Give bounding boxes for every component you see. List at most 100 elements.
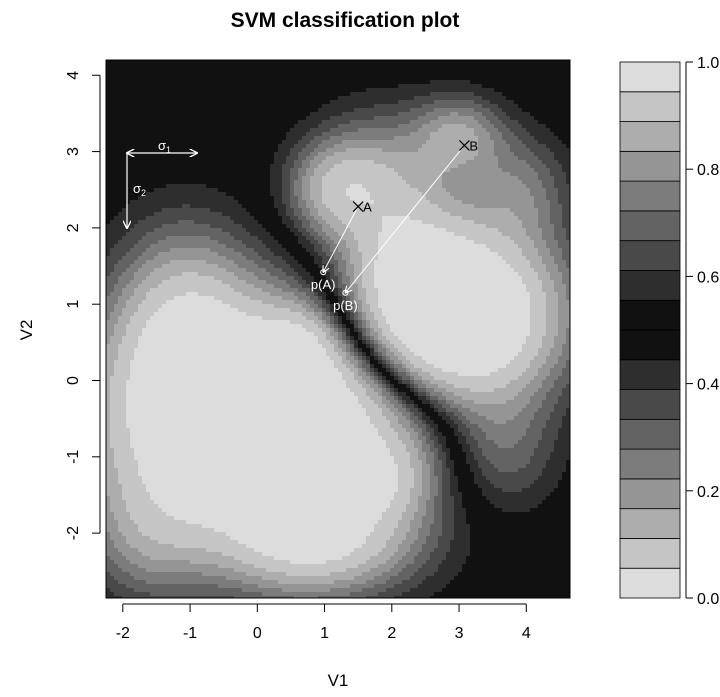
contour-cell bbox=[138, 460, 395, 465]
contour-cell bbox=[474, 456, 487, 461]
contour-cell bbox=[210, 208, 247, 213]
contour-cell bbox=[298, 120, 323, 125]
contour-cell bbox=[378, 428, 395, 433]
contour-cell bbox=[554, 284, 567, 289]
contour-cell bbox=[358, 336, 363, 341]
contour-cell bbox=[334, 272, 343, 277]
contour-cell bbox=[438, 384, 455, 389]
contour-cell bbox=[330, 316, 335, 321]
contour-cell bbox=[418, 396, 427, 401]
contour-cell bbox=[334, 304, 339, 309]
contour-cell bbox=[354, 356, 359, 361]
contour-cell bbox=[262, 256, 283, 261]
contour-cell bbox=[334, 580, 367, 585]
contour-cell bbox=[406, 400, 415, 405]
contour-cell bbox=[490, 480, 535, 485]
contour-cell bbox=[130, 296, 147, 301]
contour-cell bbox=[366, 580, 387, 585]
contour-cell bbox=[422, 460, 427, 465]
colorbar-swatch bbox=[619, 270, 681, 301]
contour-cell bbox=[146, 320, 291, 325]
contour-cell bbox=[558, 316, 570, 321]
contour-cell bbox=[346, 240, 359, 245]
contour-cell bbox=[550, 208, 563, 213]
contour-cell bbox=[302, 196, 311, 201]
contour-cell bbox=[394, 352, 403, 357]
contour-cell bbox=[226, 244, 247, 249]
contour-cell bbox=[118, 356, 135, 361]
contour-cell bbox=[214, 296, 251, 301]
contour-cell bbox=[390, 500, 411, 505]
contour-cell bbox=[338, 276, 343, 281]
contour-cell bbox=[442, 588, 570, 593]
contour-cell bbox=[366, 300, 379, 305]
contour-cell bbox=[414, 480, 423, 485]
contour-cell bbox=[418, 536, 427, 541]
contour-cell bbox=[430, 392, 443, 397]
contour-cell bbox=[106, 76, 239, 81]
contour-cell bbox=[414, 388, 419, 393]
contour-cell bbox=[234, 196, 259, 201]
contour-cell bbox=[106, 144, 247, 149]
contour-cell bbox=[290, 240, 299, 245]
contour-cell bbox=[106, 428, 111, 433]
contour-cell bbox=[418, 388, 427, 393]
contour-cell bbox=[290, 128, 311, 133]
colorbar-swatch bbox=[619, 210, 681, 242]
contour-cell bbox=[354, 348, 359, 353]
contour-cell bbox=[554, 236, 567, 241]
contour-cell bbox=[466, 452, 475, 457]
contour-cell bbox=[330, 304, 335, 309]
contour-cell bbox=[526, 144, 547, 149]
contour-cell bbox=[550, 172, 567, 177]
contour-cell bbox=[498, 164, 531, 169]
contour-cell bbox=[270, 168, 283, 173]
contour-cell bbox=[106, 252, 111, 257]
contour-cell bbox=[326, 560, 367, 565]
contour-cell bbox=[446, 228, 499, 233]
contour-cell bbox=[138, 524, 203, 529]
contour-cell bbox=[314, 148, 327, 153]
contour-cell bbox=[542, 340, 555, 345]
contour-cell bbox=[434, 108, 475, 113]
contour-cell bbox=[422, 432, 431, 437]
contour-cell bbox=[302, 136, 315, 141]
contour-cell bbox=[114, 448, 135, 453]
contour-cell bbox=[118, 352, 135, 357]
contour-cell bbox=[518, 244, 535, 249]
contour-cell bbox=[238, 80, 431, 85]
contour-cell bbox=[418, 404, 423, 409]
contour-cell bbox=[106, 332, 115, 337]
contour-cell bbox=[366, 340, 371, 345]
contour-cell bbox=[390, 348, 399, 353]
contour-cell bbox=[106, 300, 119, 305]
contour-cell bbox=[398, 392, 407, 397]
contour-cell bbox=[146, 296, 175, 301]
contour-cell bbox=[382, 224, 435, 229]
contour-cell bbox=[518, 104, 570, 109]
contour-cell bbox=[150, 556, 235, 561]
contour-cell bbox=[274, 252, 291, 257]
contour-cell bbox=[410, 496, 419, 501]
contour-cell bbox=[414, 392, 419, 397]
contour-cell bbox=[398, 396, 403, 401]
contour-cell bbox=[558, 396, 570, 401]
contour-cell bbox=[134, 452, 391, 457]
contour-cell bbox=[314, 256, 323, 261]
contour-cell bbox=[386, 416, 399, 421]
contour-cell bbox=[270, 164, 283, 169]
contour-cell bbox=[334, 364, 347, 369]
contour-cell bbox=[554, 180, 567, 185]
contour-cell bbox=[106, 492, 123, 497]
contour-cell bbox=[546, 332, 559, 337]
contour-cell bbox=[514, 100, 570, 105]
contour-cell bbox=[314, 168, 331, 173]
contour-cell bbox=[562, 208, 570, 213]
contour-cell bbox=[106, 520, 119, 525]
contour-cell bbox=[382, 360, 387, 365]
contour-cell bbox=[218, 188, 255, 193]
contour-cell bbox=[422, 488, 431, 493]
contour-cell bbox=[414, 572, 435, 577]
contour-cell bbox=[514, 212, 539, 217]
contour-cell bbox=[106, 64, 239, 69]
